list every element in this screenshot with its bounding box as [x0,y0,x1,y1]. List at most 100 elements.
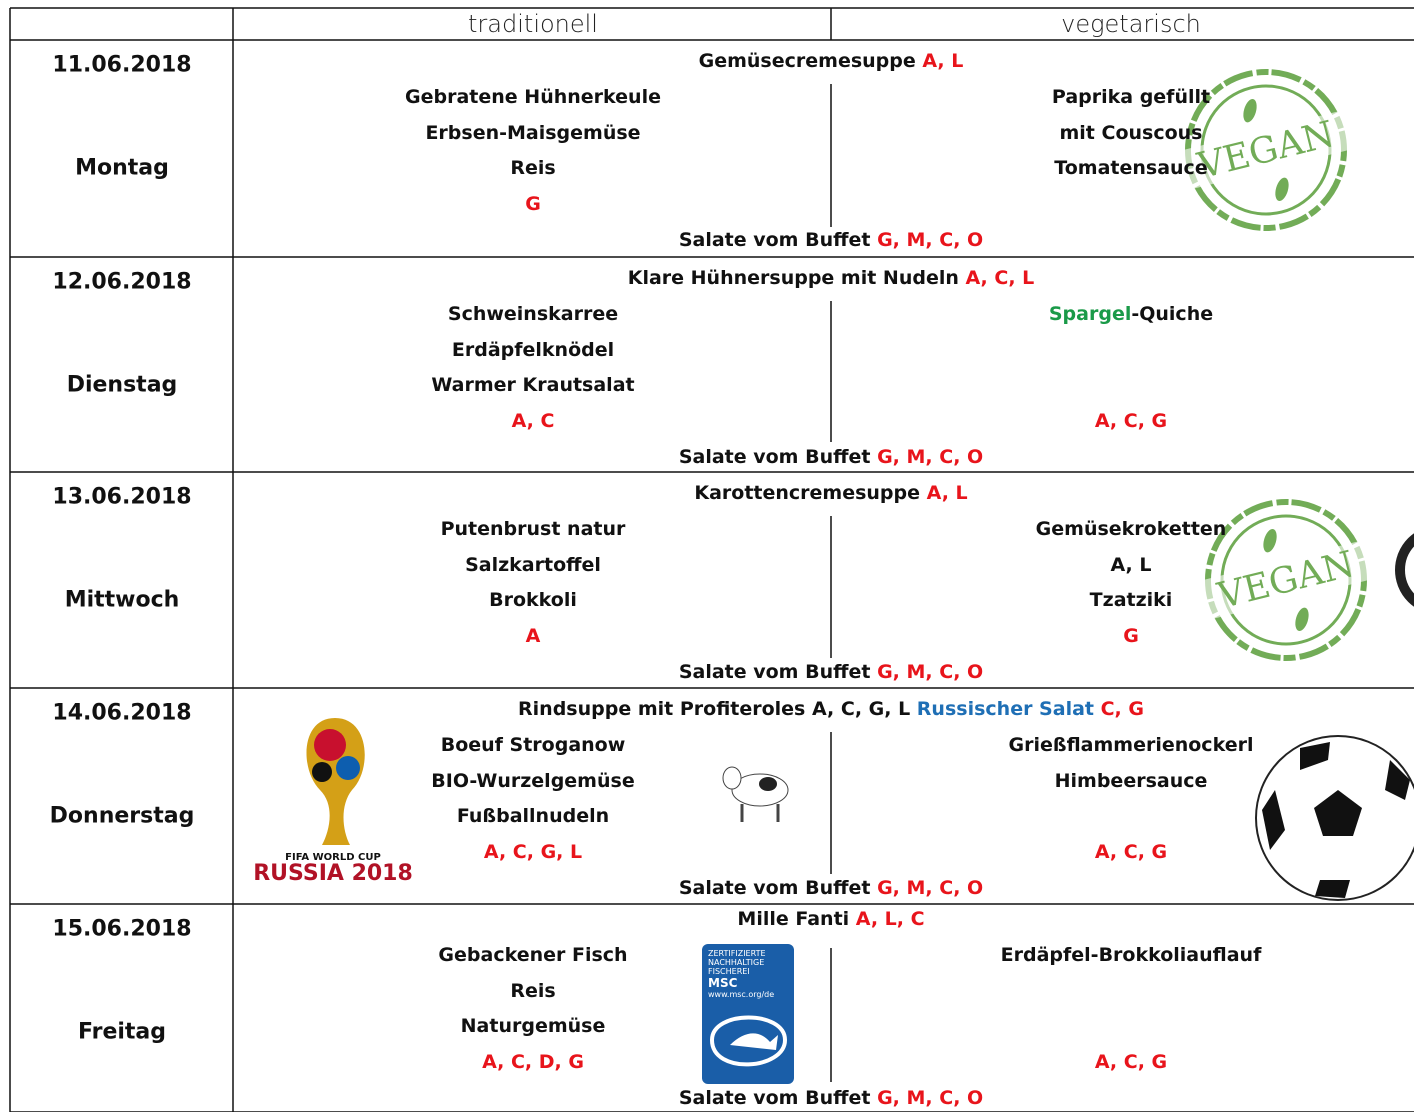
text-segment: Mille Fanti [737,908,856,930]
menu-line: Grießflammerienockerl [1009,734,1254,756]
menu-line: Mille Fanti A, L, C [737,908,924,930]
msc-text: ZERTIFIZIERTE [708,949,766,958]
text-segment: A, C, G [1094,410,1168,433]
msc-text: www.msc.org/de [708,990,774,999]
menu-line: Brokkoli [489,589,577,611]
menu-line: Naturgemüse [461,1015,606,1037]
text-segment: Reis [510,157,556,180]
menu-line: A, C, G [1095,1051,1167,1073]
text-segment: Karottencremesuppe [694,482,927,504]
vegan-stamp: VEGAN [1197,499,1375,661]
text-segment: Brokkoli [489,589,577,612]
menu-line: Gemüsecremesuppe A, L [699,50,964,72]
menu-line: Klare Hühnersuppe mit Nudeln A, C, L [628,267,1035,289]
text-segment: G, M, C, O [877,1087,984,1109]
menu-line: Fußballnudeln [457,805,609,827]
weekday: Montag [75,155,169,181]
text-segment: Tomatensauce [1054,157,1208,180]
menu-line: Spargel-Quiche [1049,303,1213,325]
vegan-text: VEGAN [1213,544,1358,618]
text-segment: G [1123,625,1139,648]
text-segment: mit Couscous [1059,121,1203,144]
text-segment: Salzkartoffel [465,553,601,576]
menu-line: G [1123,625,1139,647]
text-segment: Erbsen-Maisgemüse [425,121,641,144]
menu-line: Erdäpfel-Brokkoliauflauf [1001,944,1262,966]
menu-line: Gebackener Fisch [438,944,627,966]
menu-line: Boeuf Stroganow [441,734,626,756]
menu-line: A, C, G [1095,841,1167,863]
text-segment: A, L [922,50,964,72]
text-segment: G, M, C, O [877,661,984,683]
text-segment: G, M, C, O [877,229,984,251]
cow [722,766,789,822]
text-segment: G, M, C, O [877,446,984,468]
text-segment: Erdäpfel-Brokkoliauflauf [1000,943,1262,966]
menu-line: mit Couscous [1060,122,1203,144]
date: 14.06.2018 [52,700,192,726]
text-segment: A, C [511,410,555,433]
text-segment: Paprika gefüllt [1051,85,1211,108]
fifa-text: FIFA WORLD CUP [285,852,381,863]
partial-image [1395,533,1414,607]
text-segment: A, C, D, G [482,1051,584,1074]
text-segment: Reis [510,979,556,1002]
date: 11.06.2018 [52,52,192,78]
column-header: traditionell [468,10,598,38]
text-segment: A, L [926,482,968,504]
text-segment: Gemüsekroketten [1035,517,1227,540]
text-segment: Salate vom Buffet [678,661,878,683]
menu-line: A [526,625,541,647]
text-segment: A, C, L [965,267,1035,289]
msc-text: FISCHEREI [708,967,750,976]
weekday: Dienstag [66,372,178,398]
weekday: Mittwoch [64,587,180,613]
column-header: vegetarisch [1061,10,1201,38]
text-segment: A, C, G [1094,841,1168,864]
menu-line: Reis [510,157,555,179]
text-segment: A, L [1110,553,1152,576]
text-segment: Salate vom Buffet [678,1087,878,1109]
weekday: Donnerstag [49,803,195,829]
menu-line: Himbeersauce [1055,770,1208,792]
menu-line: Tzatziki [1090,589,1173,611]
text-segment: Salate vom Buffet [678,446,878,468]
menu-line: Salate vom Buffet G, M, C, O [679,1087,983,1109]
date: 15.06.2018 [52,916,192,942]
menu-line: Salate vom Buffet G, M, C, O [679,229,983,251]
text-segment: Warmer Krautsalat [431,374,635,397]
text-segment: BIO-Wurzelgemüse [431,769,635,792]
menu-line: Putenbrust natur [441,518,626,540]
date: 12.06.2018 [52,269,192,295]
text-segment: Schweinskarree [447,302,619,325]
football [1255,735,1414,901]
text-segment: Naturgemüse [460,1015,606,1038]
text-segment: Klare Hühnersuppe mit Nudeln [627,267,966,289]
menu-line: Salate vom Buffet G, M, C, O [679,661,983,683]
fifa-logo: FIFA WORLD CUP RUSSIA 2018 [253,718,413,886]
menu-line: A, C, G, L [484,841,582,863]
vegan-text: VEGAN [1193,114,1338,188]
text-segment: A, C, G [1094,1051,1168,1074]
text-segment: Russischer Salat [916,698,1101,720]
menu-line: Salzkartoffel [465,554,601,576]
text-segment: Gebratene Hühnerkeule [405,85,661,108]
text-segment: Grießflammerienockerl [1008,733,1254,756]
text-segment: Gebackener Fisch [438,943,628,966]
weekday: Freitag [77,1019,167,1045]
menu-line: BIO-Wurzelgemüse [431,770,634,792]
text-segment: A [525,625,541,648]
menu-line: Salate vom Buffet G, M, C, O [679,877,983,899]
text-segment: Rindsuppe mit Profiteroles A, C, G, L [518,698,917,720]
menu-line: Gebratene Hühnerkeule [405,86,661,108]
text-segment: G [525,193,541,216]
text-segment: Himbeersauce [1054,769,1208,792]
msc-text: NACHHALTIGE [708,958,764,967]
text-segment: C, G [1100,698,1144,720]
msc-text: MSC [708,976,738,990]
text-segment: G, M, C, O [877,877,984,899]
text-segment: Fußballnudeln [456,805,610,828]
menu-line: Karottencremesuppe A, L [694,482,967,504]
msc-logo: ZERTIFIZIERTE NACHHALTIGE FISCHEREI MSC … [702,944,794,1084]
text-segment: Salate vom Buffet [678,229,878,251]
